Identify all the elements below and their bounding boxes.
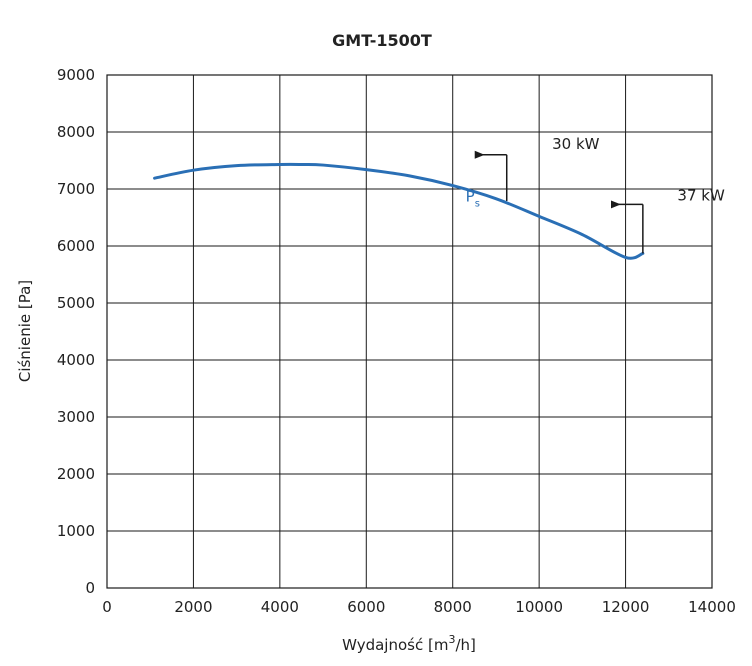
y-tick-label: 4000 bbox=[57, 351, 95, 369]
y-tick-label: 5000 bbox=[57, 294, 95, 312]
series-line-ps bbox=[153, 162, 645, 260]
x-tick-label: 14000 bbox=[688, 598, 736, 616]
y-tick-label: 6000 bbox=[57, 237, 95, 255]
y-tick-label: 8000 bbox=[57, 123, 95, 141]
chart-title: GMT-1500T bbox=[332, 31, 432, 50]
x-axis-label: Wydajność [m3/h] bbox=[342, 633, 476, 654]
y-tick-label: 9000 bbox=[57, 66, 95, 84]
x-axis-label-superscript: 3 bbox=[448, 633, 455, 646]
y-tick-label: 2000 bbox=[57, 465, 95, 483]
power-label: 30 kW bbox=[552, 135, 600, 153]
x-axis-label-end: /h] bbox=[455, 636, 475, 654]
y-axis-label: Ciśnienie [Pa] bbox=[16, 280, 34, 382]
power-label: 37 kW bbox=[677, 186, 725, 204]
x-tick-label: 6000 bbox=[347, 598, 385, 616]
y-tick-label: 1000 bbox=[57, 522, 95, 540]
y-tick-label: 7000 bbox=[57, 180, 95, 198]
x-tick-label: 12000 bbox=[602, 598, 650, 616]
x-tick-label: 10000 bbox=[515, 598, 563, 616]
annotations: 30 kW 37 kW bbox=[474, 135, 725, 254]
series-label-ps: Ps bbox=[466, 188, 480, 210]
series-label-subscript: s bbox=[475, 199, 480, 210]
x-tick-label: 8000 bbox=[434, 598, 472, 616]
x-tick-label: 2000 bbox=[174, 598, 212, 616]
y-tick-label: 0 bbox=[85, 579, 95, 597]
x-tick-label: 4000 bbox=[261, 598, 299, 616]
plot-frame bbox=[106, 74, 713, 589]
x-tick-label: 0 bbox=[102, 598, 112, 616]
x-axis-label-text: Wydajność [m bbox=[342, 636, 448, 654]
series-label-main: P bbox=[466, 188, 475, 206]
tick-labels: 0 2000 4000 6000 8000 10000 12000 14000 0 1000 200… bbox=[57, 66, 736, 616]
y-tick-label: 3000 bbox=[57, 408, 95, 426]
series: Ps bbox=[153, 162, 645, 260]
grid bbox=[106, 74, 713, 589]
